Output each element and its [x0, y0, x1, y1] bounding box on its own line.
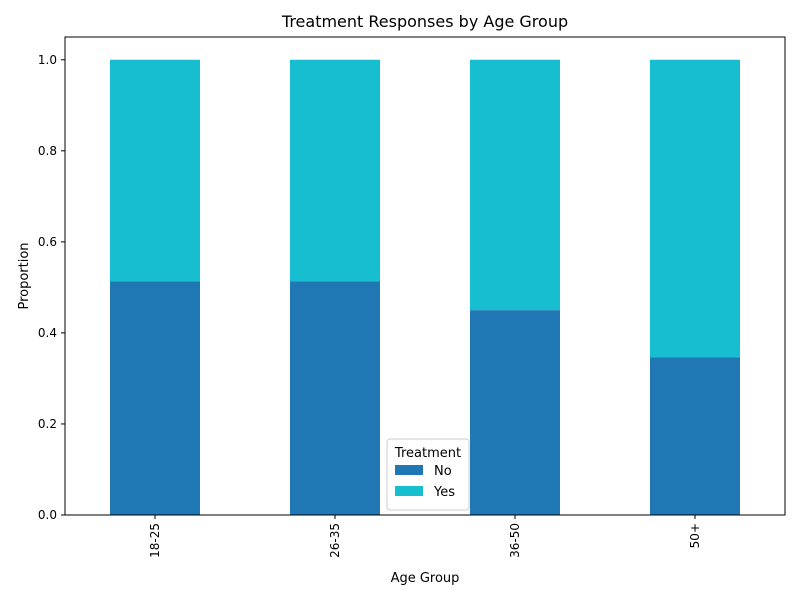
- x-tick-label: 50+: [688, 523, 702, 548]
- bars-layer: [110, 59, 740, 515]
- legend: Treatment No Yes: [386, 438, 470, 511]
- bar-yes-50+: [650, 59, 740, 358]
- legend-swatch-no: [395, 465, 423, 475]
- x-tick-label: 26-35: [328, 523, 342, 558]
- legend-entries: No Yes: [395, 464, 455, 500]
- x-tick-label: 36-50: [508, 523, 522, 558]
- y-tick-label: 0.4: [38, 326, 57, 340]
- chart-title: Treatment Responses by Age Group: [281, 12, 568, 31]
- bar-yes-36-50: [470, 59, 560, 311]
- x-axis: 18-25 26-35 36-50 50+: [148, 515, 702, 558]
- bar-no-26-35: [290, 281, 380, 515]
- legend-swatch-yes: [395, 486, 423, 496]
- x-axis-label: Age Group: [391, 571, 460, 586]
- x-tick-label: 18-25: [148, 523, 162, 558]
- bar-yes-18-25: [110, 59, 200, 282]
- y-tick-label: 0.0: [38, 508, 57, 522]
- y-tick-label: 0.6: [38, 235, 57, 249]
- legend-title: Treatment: [394, 446, 461, 461]
- y-tick-label: 0.8: [38, 144, 57, 158]
- legend-label-yes: Yes: [433, 485, 455, 500]
- legend-label-no: No: [434, 464, 452, 479]
- y-tick-label: 0.2: [38, 417, 57, 431]
- y-axis-label: Proportion: [17, 242, 32, 309]
- plot-frame: [64, 36, 786, 516]
- bar-no-36-50: [470, 310, 560, 515]
- bar-no-50+: [650, 357, 740, 515]
- bar-yes-26-35: [290, 59, 380, 282]
- bar-no-18-25: [110, 281, 200, 515]
- y-axis: 0.0 0.2 0.4 0.6 0.8 1.0: [38, 53, 65, 522]
- y-tick-label: 1.0: [38, 53, 57, 67]
